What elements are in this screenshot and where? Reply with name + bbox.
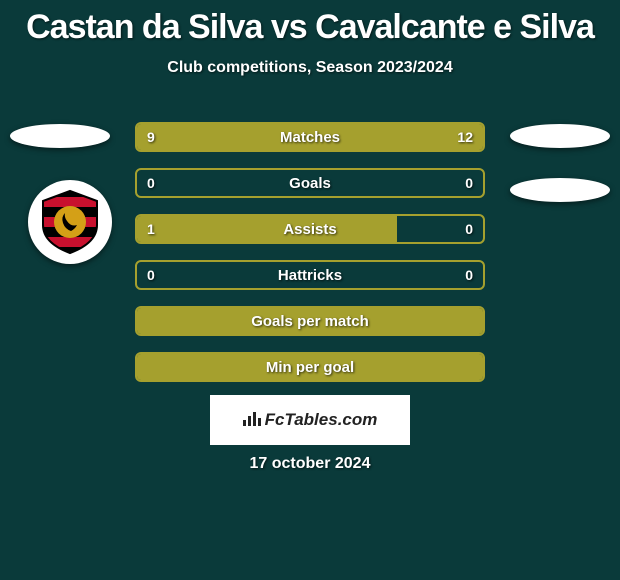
watermark-text: FcTables.com	[265, 410, 378, 430]
stat-bar-label: Hattricks	[137, 262, 483, 288]
stat-bar-row: 912Matches	[135, 122, 485, 152]
stat-bar-row: Goals per match	[135, 306, 485, 336]
stat-bar-row: 10Assists	[135, 214, 485, 244]
stat-bar-label: Min per goal	[137, 354, 483, 380]
club-badge	[28, 180, 112, 264]
stat-bar-row: 00Hattricks	[135, 260, 485, 290]
fctables-watermark: FcTables.com	[210, 395, 410, 445]
player-right-placeholder-1	[510, 124, 610, 148]
player-left-placeholder	[10, 124, 110, 148]
stats-bars: 912Matches 00Goals 10Assists 00Hattricks Goa…	[135, 122, 485, 398]
stat-bar-label: Goals	[137, 170, 483, 196]
stat-bar-label: Assists	[137, 216, 483, 242]
player-right-placeholder-2	[510, 178, 610, 202]
stat-bar-label: Goals per match	[137, 308, 483, 334]
date-label: 17 october 2024	[0, 455, 620, 473]
bar-chart-icon	[243, 410, 261, 431]
page-title: Castan da Silva vs Cavalcante e Silva	[0, 0, 620, 47]
sport-recife-crest-icon	[35, 187, 105, 257]
stat-bar-row: Min per goal	[135, 352, 485, 382]
page-subtitle: Club competitions, Season 2023/2024	[0, 59, 620, 77]
stat-bar-label: Matches	[137, 124, 483, 150]
stat-bar-row: 00Goals	[135, 168, 485, 198]
